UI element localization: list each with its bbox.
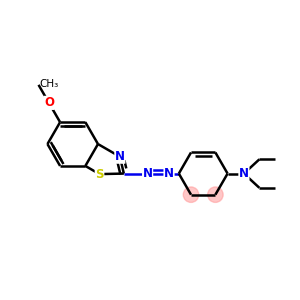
Text: O: O [44, 96, 54, 110]
Text: N: N [142, 167, 153, 180]
Text: CH₃: CH₃ [39, 79, 58, 89]
Text: S: S [95, 168, 104, 181]
Circle shape [183, 187, 199, 203]
Text: N: N [239, 167, 249, 180]
Circle shape [208, 187, 223, 203]
Text: N: N [115, 150, 125, 163]
Text: N: N [164, 167, 174, 180]
